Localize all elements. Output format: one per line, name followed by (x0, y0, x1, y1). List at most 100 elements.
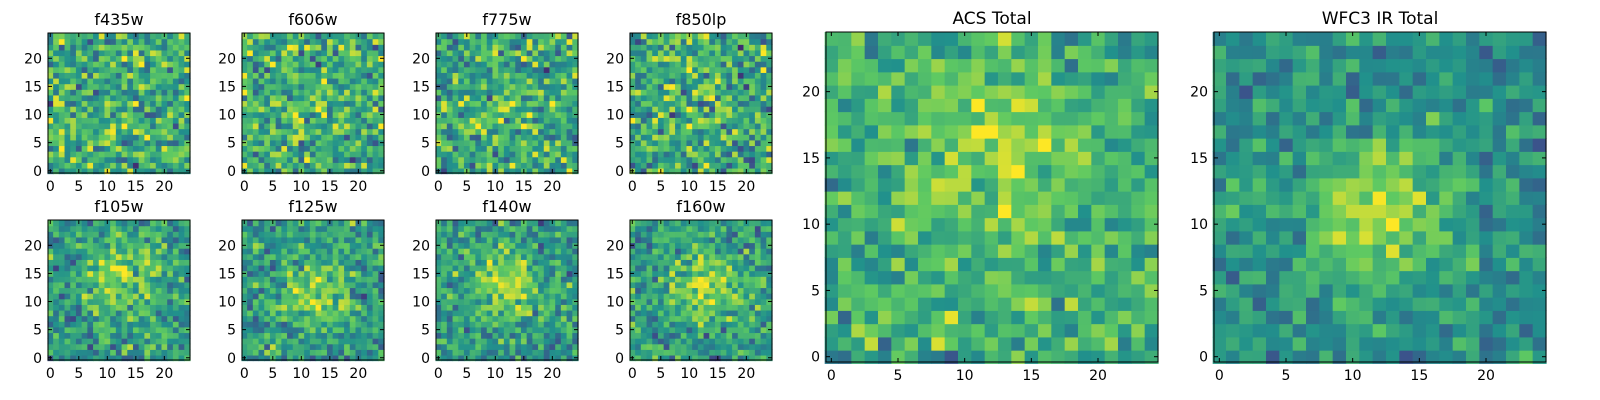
heatmap-cell (178, 33, 185, 40)
heatmap-cell (640, 122, 648, 130)
heatmap-cell (515, 321, 522, 328)
heatmap-cell (332, 100, 339, 107)
heatmap-cell (646, 134, 653, 141)
heatmap-cell (332, 293, 339, 300)
heatmap-cell (287, 281, 294, 289)
heatmap-cell (344, 276, 351, 283)
heatmap-cell (452, 338, 459, 345)
heatmap-cell (446, 94, 454, 102)
heatmap-cell (53, 287, 60, 294)
heatmap-cell (321, 128, 328, 135)
heatmap-cell (304, 298, 311, 305)
heatmap-cell (70, 276, 77, 283)
heatmap-cell (304, 349, 311, 356)
heatmap-cell (663, 139, 670, 147)
heatmap-cell (675, 167, 682, 175)
heatmap-cell (292, 354, 300, 362)
heatmap-cell (652, 151, 659, 158)
heatmap-cell (766, 276, 773, 283)
heatmap-cell (532, 220, 539, 227)
heatmap-cell (663, 145, 670, 152)
heatmap-cell (532, 304, 539, 311)
heatmap-cell (64, 117, 71, 124)
heatmap-cell (486, 270, 494, 277)
heatmap-cell (486, 44, 494, 51)
heatmap-cell (469, 315, 476, 322)
heatmap-cell (543, 309, 551, 317)
heatmap-cell (138, 276, 145, 283)
heatmap-cell (463, 162, 471, 169)
heatmap-cell (543, 55, 551, 62)
heatmap-cell (560, 100, 568, 107)
heatmap-cell (475, 44, 482, 51)
heatmap-cell (754, 134, 762, 141)
heatmap-cell (560, 61, 568, 68)
heatmap-cell (543, 167, 551, 175)
heatmap-cell (121, 55, 128, 62)
heatmap-cell (281, 220, 288, 227)
heatmap-cell (138, 117, 145, 124)
heatmap-cell (646, 66, 653, 73)
heatmap-cell (526, 326, 533, 334)
heatmap-cell (481, 83, 488, 90)
heatmap-cell (138, 162, 145, 169)
heatmap-cell (446, 89, 454, 96)
heatmap-cell (366, 236, 374, 244)
heatmap-cell (178, 253, 185, 260)
heatmap-cell (344, 134, 351, 141)
heatmap-cell (709, 55, 716, 62)
heatmap-cell (692, 38, 699, 45)
heatmap-cell (435, 44, 442, 51)
heatmap-cell (344, 326, 351, 334)
heatmap-cell (697, 134, 705, 141)
heatmap-cell (241, 77, 248, 85)
heatmap-cell (446, 276, 454, 283)
heatmap-cell (555, 315, 562, 322)
heatmap-cell (726, 321, 733, 328)
heatmap-cell (326, 89, 334, 96)
heatmap-cell (47, 128, 54, 135)
heatmap-cell (543, 122, 551, 130)
heatmap-cell (127, 304, 134, 311)
heatmap-cell (121, 134, 128, 141)
heatmap-cell (452, 66, 459, 73)
heatmap-cell (720, 117, 727, 124)
heatmap-cell (560, 94, 568, 102)
heatmap-cell (572, 231, 579, 238)
heatmap-cell (503, 270, 511, 277)
heatmap-cell (64, 106, 71, 113)
heatmap-cell (110, 287, 117, 294)
heatmap-cell (281, 315, 288, 322)
heatmap-cell (298, 117, 305, 124)
heatmap-cell (526, 270, 533, 277)
heatmap-cell (247, 122, 254, 130)
heatmap-cell (269, 128, 277, 135)
heatmap-cell (635, 61, 642, 68)
heatmap-cell (93, 111, 100, 118)
heatmap-cell (321, 338, 328, 345)
heatmap-cell (138, 128, 145, 135)
heatmap-cell (275, 304, 282, 311)
heatmap-cell (349, 304, 357, 311)
heatmap-cell (70, 343, 77, 350)
heatmap-cell (732, 38, 739, 45)
heatmap-cell (144, 332, 151, 339)
heatmap-cell (98, 264, 106, 272)
heatmap-cell (663, 134, 670, 141)
heatmap-cell (144, 38, 151, 45)
heatmap-cell (47, 287, 54, 294)
heatmap-cell (64, 293, 71, 300)
heatmap-cell (155, 264, 163, 272)
heatmap-cell (526, 72, 533, 79)
heatmap-cell (178, 276, 185, 283)
heatmap-cell (532, 61, 539, 68)
heatmap-cell (766, 72, 773, 79)
heatmap-cell (675, 293, 682, 300)
heatmap-cell (81, 321, 88, 328)
heatmap-cell (326, 321, 334, 328)
heatmap-cell (281, 111, 288, 118)
heatmap-cell (115, 338, 123, 345)
heatmap-cell (321, 83, 328, 90)
heatmap-cell (98, 354, 106, 362)
